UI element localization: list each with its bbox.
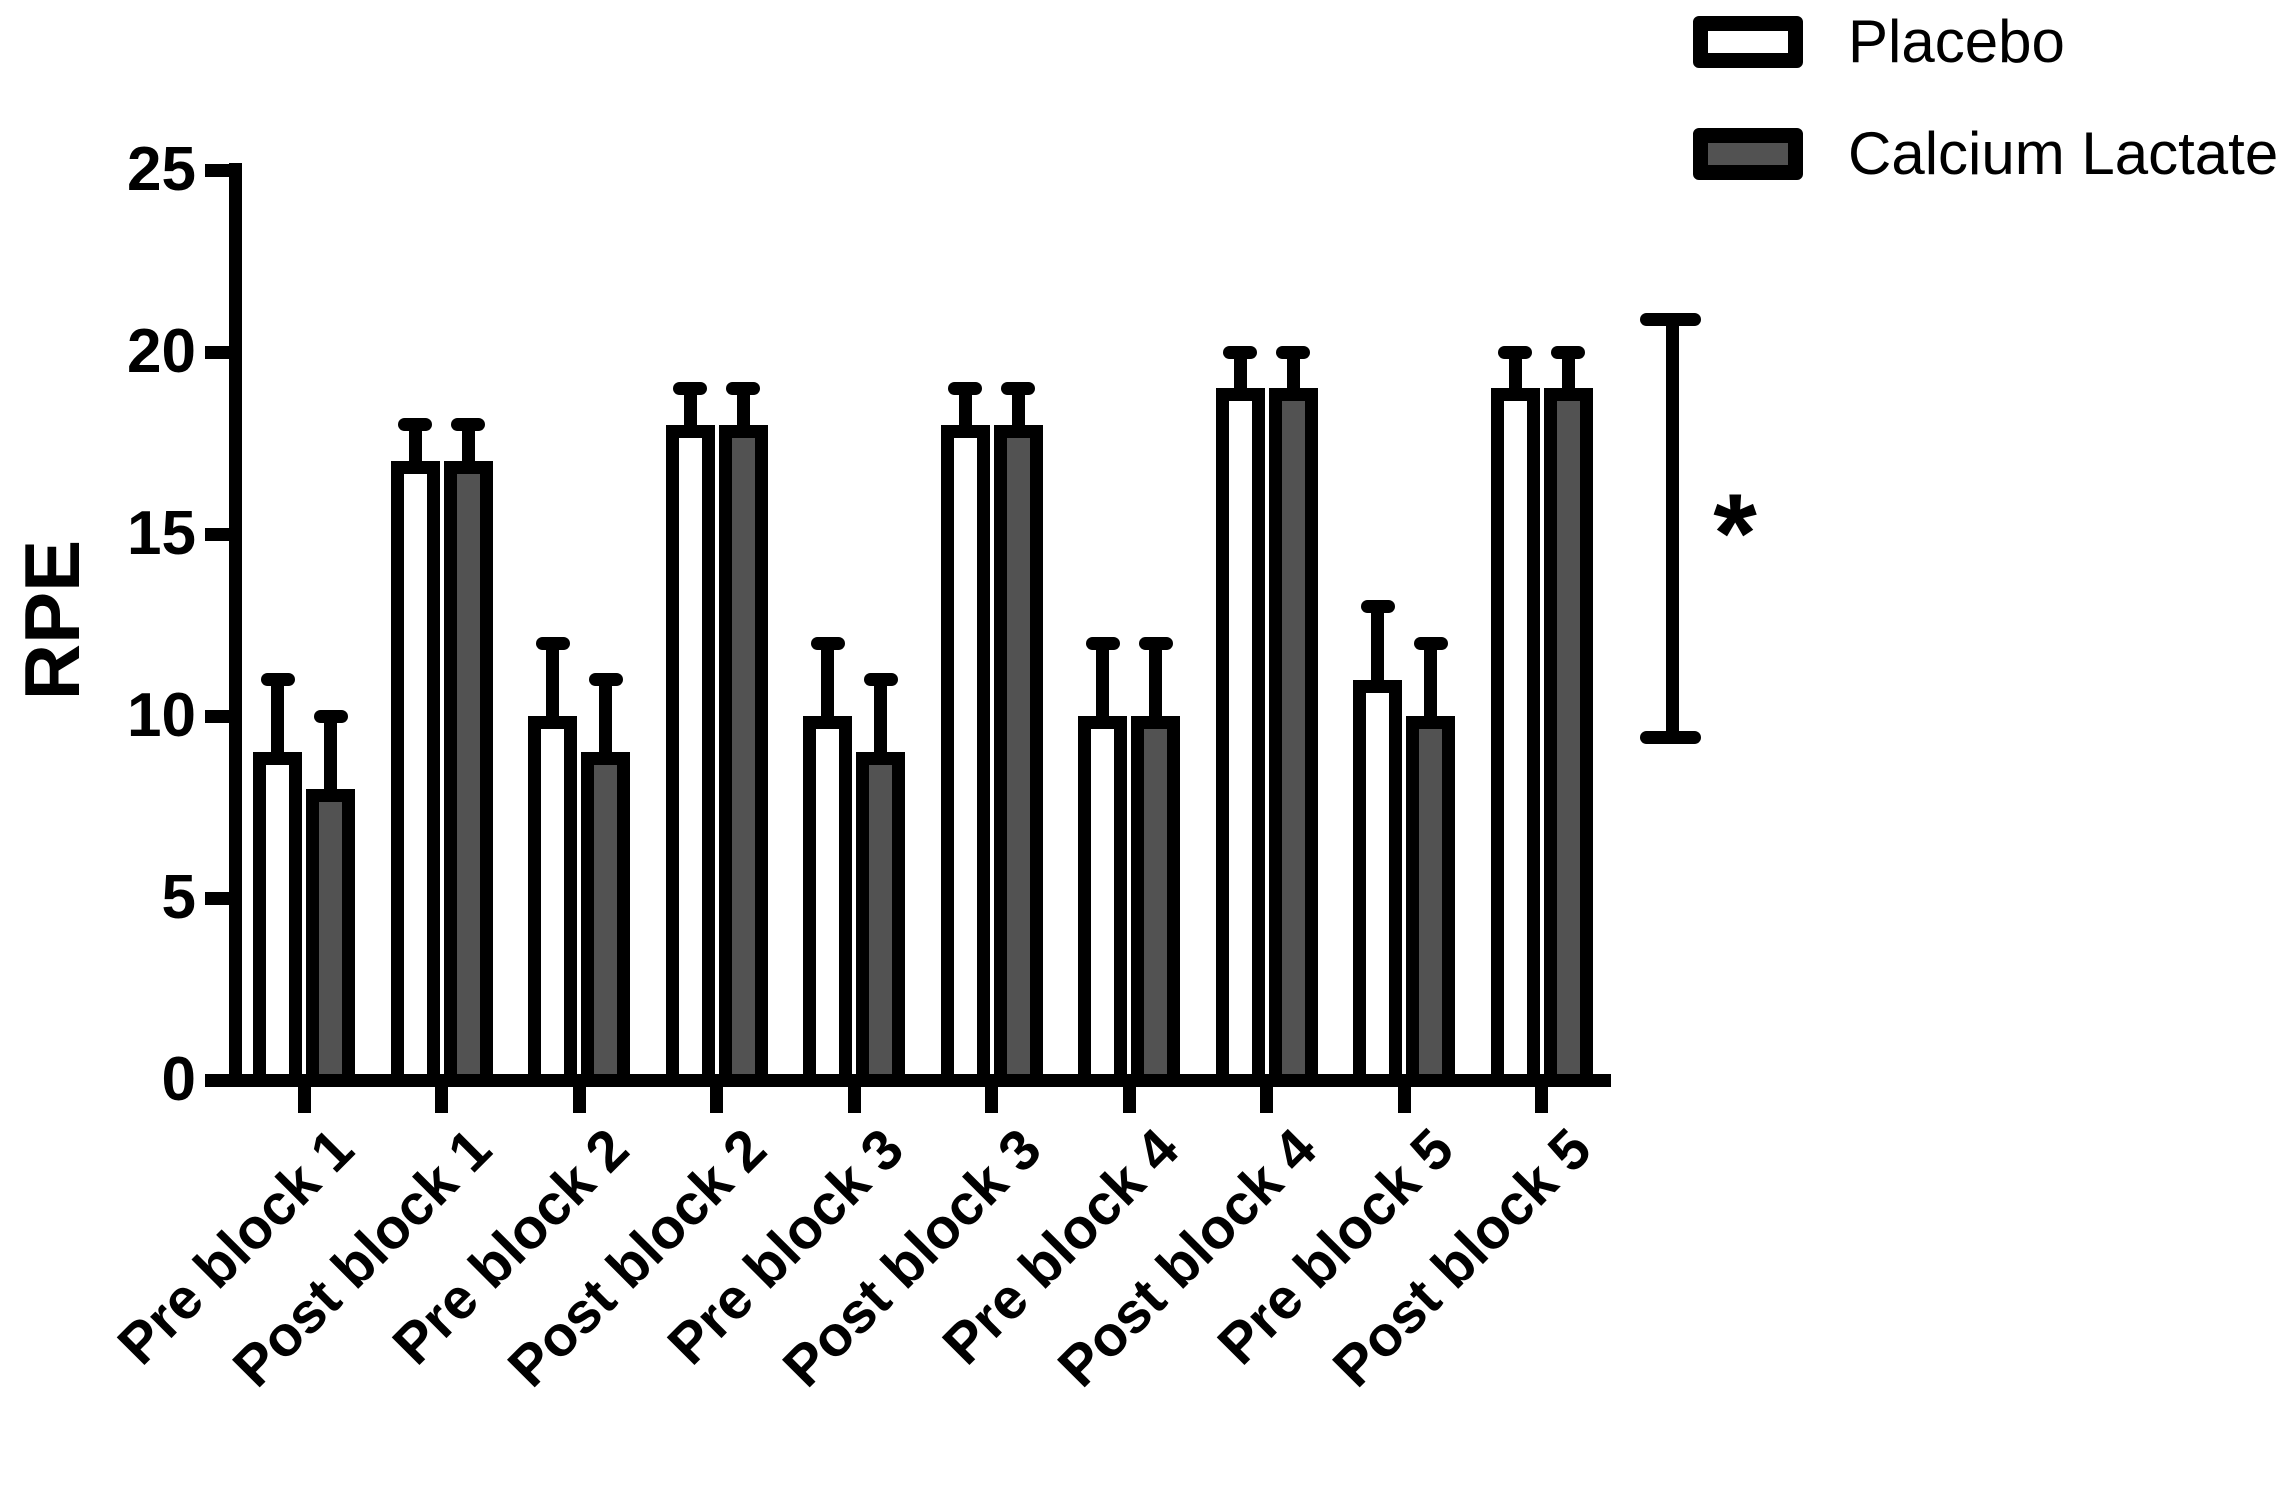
error-bar-stem bbox=[1011, 388, 1025, 435]
error-bar-stem bbox=[821, 643, 834, 726]
bar-placebo bbox=[803, 716, 852, 1087]
bar-placebo bbox=[1215, 388, 1265, 1087]
error-bar-stem bbox=[683, 388, 697, 435]
y-tick-mark bbox=[205, 163, 229, 177]
error-bar-stem bbox=[461, 424, 475, 472]
y-tick-mark bbox=[205, 345, 229, 359]
legend-label: Calcium Lactate bbox=[1848, 120, 2279, 187]
error-bar-stem bbox=[324, 716, 337, 799]
x-tick-mark bbox=[572, 1087, 586, 1113]
legend-swatch-placebo bbox=[1693, 16, 1803, 68]
bar-placebo bbox=[1078, 716, 1127, 1087]
bar-placebo bbox=[1490, 388, 1540, 1087]
significance-bracket-stem bbox=[1666, 319, 1679, 738]
error-bar-stem bbox=[1424, 643, 1437, 726]
x-tick-mark bbox=[435, 1087, 448, 1113]
x-tick-mark bbox=[985, 1087, 998, 1113]
x-tick-mark bbox=[710, 1087, 723, 1113]
bar-calcium-lactate bbox=[856, 752, 905, 1087]
error-bar-stem bbox=[408, 424, 422, 472]
x-tick-mark bbox=[297, 1087, 311, 1113]
error-bar-cap bbox=[588, 673, 623, 687]
legend-swatch-calcium-lactate bbox=[1693, 128, 1803, 180]
error-bar-cap bbox=[260, 673, 295, 687]
error-bar-cap bbox=[1138, 636, 1173, 650]
bar-placebo bbox=[528, 716, 577, 1087]
x-tick-mark bbox=[1535, 1087, 1548, 1113]
error-bar-stem bbox=[1096, 643, 1109, 726]
significance-bracket-top-cap bbox=[1640, 313, 1701, 326]
error-bar-stem bbox=[1561, 352, 1575, 399]
bar-calcium-lactate bbox=[993, 424, 1043, 1087]
error-bar-cap bbox=[1360, 600, 1395, 614]
bar-calcium-lactate bbox=[581, 752, 630, 1087]
bar-placebo bbox=[1353, 679, 1402, 1087]
x-tick-mark bbox=[847, 1087, 861, 1113]
y-axis-title: RPE bbox=[8, 539, 96, 701]
y-tick-label: 10 bbox=[127, 681, 196, 750]
error-bar-cap bbox=[673, 381, 707, 395]
error-bar-cap bbox=[726, 381, 760, 395]
significance-asterisk: * bbox=[1713, 471, 1757, 596]
y-tick-mark bbox=[205, 527, 229, 541]
error-bar-cap bbox=[1551, 345, 1585, 359]
error-bar-stem bbox=[1149, 643, 1162, 726]
y-tick-mark bbox=[205, 891, 229, 905]
error-bar-stem bbox=[546, 643, 559, 726]
bar-placebo bbox=[253, 752, 302, 1087]
error-bar-stem bbox=[1286, 352, 1300, 399]
error-bar-cap bbox=[313, 709, 348, 723]
bar-calcium-lactate bbox=[1406, 716, 1455, 1087]
y-tick-label: 0 bbox=[161, 1045, 196, 1114]
error-bar-cap bbox=[1413, 636, 1448, 650]
error-bar-cap bbox=[1085, 636, 1120, 650]
x-tick-mark bbox=[1260, 1087, 1273, 1113]
bar-calcium-lactate bbox=[306, 788, 355, 1087]
error-bar-cap bbox=[1001, 381, 1035, 395]
error-bar-stem bbox=[1371, 606, 1384, 690]
y-tick-label: 25 bbox=[127, 135, 196, 204]
error-bar-cap bbox=[1276, 345, 1310, 359]
legend-label: Placebo bbox=[1848, 8, 2065, 75]
error-bar-stem bbox=[271, 679, 284, 763]
error-bar-cap bbox=[863, 673, 898, 687]
bar-calcium-lactate bbox=[1131, 716, 1180, 1087]
error-bar-stem bbox=[1508, 352, 1522, 399]
error-bar-cap bbox=[1223, 345, 1257, 359]
y-axis-line bbox=[229, 163, 242, 1087]
significance-bracket-bottom-cap bbox=[1640, 731, 1701, 744]
bar-calcium-lactate bbox=[443, 461, 493, 1087]
bar-placebo bbox=[940, 424, 990, 1087]
y-tick-label: 20 bbox=[127, 317, 196, 386]
error-bar-stem bbox=[736, 388, 750, 435]
error-bar-cap bbox=[535, 636, 570, 650]
error-bar-stem bbox=[1233, 352, 1247, 399]
error-bar-stem bbox=[958, 388, 972, 435]
y-tick-label: 5 bbox=[161, 863, 196, 932]
x-tick-mark bbox=[1122, 1087, 1136, 1113]
bar-placebo bbox=[390, 461, 440, 1087]
error-bar-cap bbox=[451, 418, 485, 432]
bar-calcium-lactate bbox=[718, 424, 768, 1087]
y-tick-label: 15 bbox=[127, 499, 196, 568]
bar-placebo bbox=[665, 424, 715, 1087]
error-bar-stem bbox=[874, 679, 887, 763]
error-bar-cap bbox=[1498, 345, 1532, 359]
error-bar-cap bbox=[398, 418, 432, 432]
error-bar-cap bbox=[810, 636, 845, 650]
bar-calcium-lactate bbox=[1268, 388, 1318, 1087]
y-tick-mark bbox=[205, 709, 229, 723]
error-bar-cap bbox=[948, 381, 982, 395]
x-tick-mark bbox=[1397, 1087, 1411, 1113]
error-bar-stem bbox=[599, 679, 612, 763]
bar-calcium-lactate bbox=[1543, 388, 1593, 1087]
